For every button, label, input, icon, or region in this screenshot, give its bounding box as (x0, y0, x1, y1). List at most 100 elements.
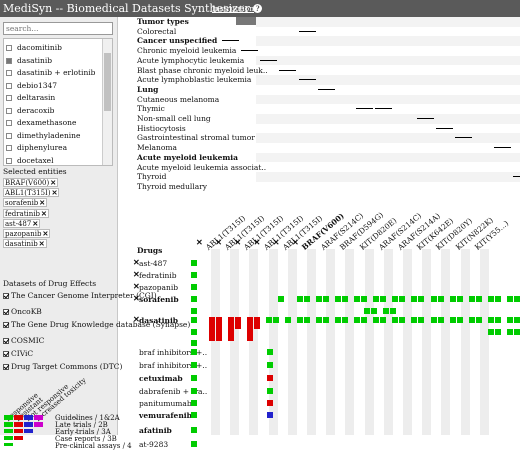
drug-row[interactable]: braf inhibitors +.. (119, 347, 520, 358)
tumor-type-row[interactable]: Acute lymphocytic leukemia (119, 55, 520, 66)
drug-row[interactable]: panitumumab (119, 398, 520, 409)
evidence-cell[interactable] (507, 296, 513, 302)
source-checkbox-row[interactable]: The Cancer Genome Interpreter (CGI) (3, 290, 157, 302)
search-input[interactable] (3, 22, 113, 35)
drug-row[interactable]: at-9283 (119, 439, 520, 450)
drug-list-item[interactable]: docetaxel (6, 156, 101, 166)
evidence-cell[interactable] (514, 329, 520, 335)
evidence-cell[interactable] (488, 317, 494, 323)
evidence-cell[interactable] (228, 329, 234, 341)
tumor-type-row[interactable]: Lung (119, 85, 520, 95)
evidence-cell[interactable] (304, 317, 310, 323)
evidence-cell[interactable] (418, 317, 424, 323)
source-checkbox-row[interactable]: OncoKB (3, 306, 42, 318)
evidence-cell[interactable] (191, 329, 197, 335)
remove-icon[interactable]: ✕ (51, 188, 58, 198)
evidence-cell[interactable] (373, 296, 379, 302)
evidence-cell[interactable] (392, 317, 398, 323)
remove-icon[interactable]: ✕ (41, 208, 47, 218)
evidence-cell[interactable] (209, 329, 215, 341)
tumor-type-row[interactable]: Blast phase chronic myeloid leuk.. (119, 66, 520, 76)
evidence-cell[interactable] (457, 296, 463, 302)
tumor-type-row[interactable]: Chronic myeloid leukemia (119, 46, 520, 56)
drug-row[interactable]: cetuximab (119, 373, 520, 384)
evidence-cell[interactable] (361, 317, 367, 323)
drug-row[interactable]: ✕ ast-487 (119, 257, 520, 269)
drug-row[interactable]: ✕ fedratinib (119, 269, 520, 281)
evidence-cell[interactable] (247, 329, 253, 341)
instruction-link[interactable]: Instruction (212, 4, 255, 13)
drug-row[interactable]: ✕ pazopanib (119, 281, 520, 293)
drug-checkbox[interactable] (6, 157, 12, 164)
evidence-cell[interactable] (297, 317, 303, 323)
source-checkbox-row[interactable]: CIViC (3, 348, 33, 360)
evidence-cell[interactable] (285, 317, 291, 323)
evidence-cell[interactable] (399, 296, 405, 302)
evidence-cell[interactable] (342, 296, 348, 302)
drug-checkbox[interactable] (6, 145, 12, 151)
evidence-cell[interactable] (411, 317, 417, 323)
evidence-cell[interactable] (411, 296, 417, 302)
evidence-cell[interactable] (247, 317, 253, 329)
evidence-cell[interactable] (267, 362, 273, 368)
evidence-cell[interactable] (273, 317, 279, 323)
evidence-cell[interactable] (191, 260, 197, 266)
evidence-cell[interactable] (495, 317, 501, 323)
drug-checkbox[interactable] (6, 95, 12, 101)
evidence-cell[interactable] (457, 317, 463, 323)
drug-row[interactable] (119, 338, 520, 349)
source-checkbox[interactable] (3, 351, 9, 357)
drug-remove-icon[interactable]: ✕ (133, 293, 140, 303)
drug-checkbox[interactable] (6, 120, 12, 126)
drug-checkbox[interactable] (6, 82, 12, 89)
tumor-type-row[interactable]: Acute myeloid leukemia (119, 152, 520, 163)
drug-remove-icon[interactable]: ✕ (133, 314, 140, 324)
tumor-type-row[interactable]: Tumor types (119, 17, 520, 27)
evidence-cell[interactable] (371, 308, 377, 314)
drug-checkbox[interactable] (6, 45, 12, 51)
source-checkbox[interactable] (3, 338, 9, 344)
drug-row[interactable]: ✕ sorafenib (119, 293, 520, 305)
tumor-type-row[interactable]: Colorectal (119, 27, 520, 37)
evidence-cell[interactable] (216, 329, 222, 341)
drug-row[interactable] (119, 306, 520, 317)
tumor-type-row[interactable]: Thyroid medullary (119, 182, 520, 192)
selected-entity-chip[interactable]: BRAF(V600)✕ (3, 178, 59, 187)
evidence-cell[interactable] (209, 317, 215, 329)
tumor-type-row[interactable]: Acute lymphoblastic leukemia (119, 75, 520, 85)
tumor-type-row[interactable]: Cutaneous melanoma (119, 94, 520, 105)
selected-entity-chip[interactable]: ABL1(T315I)✕ (3, 188, 60, 198)
evidence-cell[interactable] (354, 296, 360, 302)
tumor-type-row[interactable]: Non-small cell lung (119, 114, 520, 124)
drug-remove-icon[interactable]: ✕ (133, 269, 140, 279)
column-remove-icon[interactable]: ✕ (272, 237, 280, 247)
drug-list-item[interactable]: deracoxib (6, 106, 101, 119)
tumor-type-row[interactable]: Thyroid (119, 172, 520, 182)
drug-list-item[interactable]: diphenylurea (6, 143, 101, 156)
tumor-type-row[interactable]: Acute myeloid leukemia associat.. (119, 163, 520, 173)
evidence-cell[interactable] (380, 296, 386, 302)
evidence-cell[interactable] (267, 375, 273, 381)
selected-entity-chip[interactable]: dasatinib✕ (3, 239, 47, 249)
evidence-cell[interactable] (304, 296, 310, 302)
view-scroll-thumb[interactable] (236, 17, 261, 25)
evidence-cell[interactable] (450, 317, 456, 323)
drug-checkbox[interactable] (6, 132, 12, 139)
evidence-cell[interactable] (191, 349, 197, 355)
drug-list-scroll-thumb[interactable] (104, 53, 111, 111)
drug-row[interactable] (119, 327, 520, 341)
remove-icon[interactable]: ✕ (38, 239, 45, 249)
evidence-cell[interactable] (450, 296, 456, 302)
tumor-type-row[interactable]: Histiocytosis (119, 124, 520, 134)
evidence-cell[interactable] (191, 441, 197, 447)
evidence-cell[interactable] (191, 427, 197, 433)
source-checkbox[interactable] (3, 293, 9, 299)
evidence-cell[interactable] (267, 388, 273, 394)
evidence-cell[interactable] (335, 317, 341, 323)
column-remove-icon[interactable]: ✕ (215, 237, 222, 247)
tumor-type-row[interactable]: Melanoma (119, 143, 520, 153)
source-checkbox-row[interactable]: The Gene Drug Knowledge database (Synaps… (3, 319, 190, 331)
evidence-cell[interactable] (191, 340, 197, 346)
source-checkbox-row[interactable]: COSMIC (3, 335, 44, 347)
selected-entity-chip[interactable]: fedratinib✕ (3, 208, 49, 218)
